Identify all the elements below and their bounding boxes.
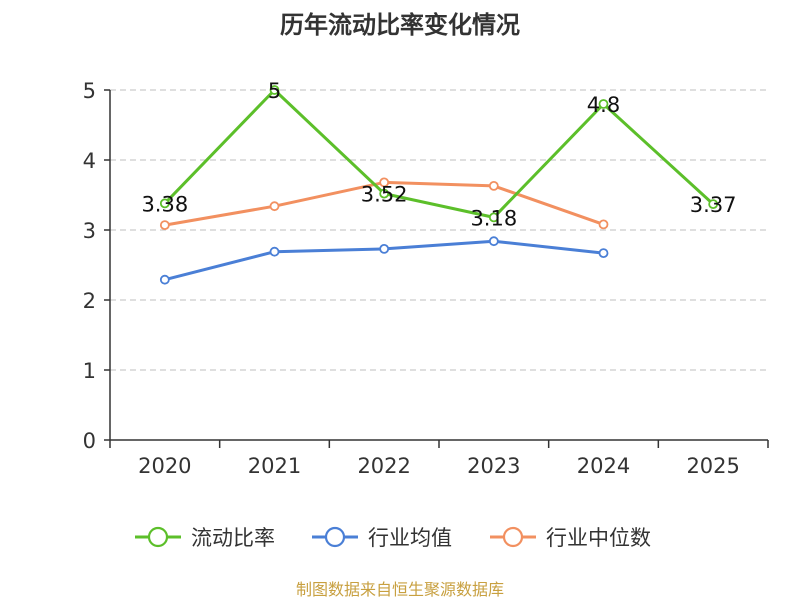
y-tick-label: 2 bbox=[83, 289, 96, 313]
data-label: 3.38 bbox=[141, 192, 188, 216]
legend-marker bbox=[324, 526, 346, 548]
data-labels: 3.38 5 3.52 3.18 4.8 3.37 bbox=[141, 79, 736, 230]
series-group bbox=[159, 85, 719, 285]
x-tick-label: 2023 bbox=[467, 454, 520, 478]
legend-item-2[interactable]: 行业中位数 bbox=[490, 526, 651, 550]
x-tick-label: 2025 bbox=[686, 454, 739, 478]
source-note: 制图数据来自恒生聚源数据库 bbox=[296, 580, 504, 599]
legend-item-0[interactable]: 流动比率 bbox=[135, 526, 275, 550]
x-tick-label: 2021 bbox=[248, 454, 301, 478]
data-label: 3.37 bbox=[690, 193, 737, 217]
data-point[interactable] bbox=[379, 243, 390, 254]
y-tick-label: 3 bbox=[83, 219, 96, 243]
chart-title: 历年流动比率变化情况 bbox=[280, 11, 520, 39]
legend-label: 流动比率 bbox=[191, 526, 275, 550]
grid-lines bbox=[110, 89, 768, 371]
data-point[interactable] bbox=[159, 198, 170, 209]
data-point[interactable] bbox=[598, 248, 609, 259]
data-point[interactable] bbox=[379, 188, 390, 199]
data-label: 3.52 bbox=[361, 183, 408, 207]
x-tick-label: 2020 bbox=[138, 454, 191, 478]
data-point[interactable] bbox=[269, 201, 280, 212]
data-label: 3.18 bbox=[470, 206, 517, 230]
legend-label: 行业中位数 bbox=[546, 526, 651, 550]
series-line-0 bbox=[163, 88, 715, 219]
data-point[interactable] bbox=[379, 177, 390, 188]
legend-marker bbox=[502, 526, 524, 548]
data-point[interactable] bbox=[708, 199, 719, 210]
data-point[interactable] bbox=[269, 246, 280, 257]
legend[interactable]: 流动比率 行业均值 行业中位数 bbox=[135, 526, 651, 550]
y-tick-label: 4 bbox=[83, 149, 96, 173]
data-point[interactable] bbox=[488, 236, 499, 247]
x-tick-label: 2022 bbox=[357, 454, 410, 478]
data-point[interactable] bbox=[488, 212, 499, 223]
data-point[interactable] bbox=[488, 180, 499, 191]
y-tick-label: 0 bbox=[83, 429, 96, 453]
data-point[interactable] bbox=[269, 85, 280, 95]
y-tick-label: 5 bbox=[83, 79, 96, 103]
data-point[interactable] bbox=[598, 219, 609, 230]
data-label: 4.8 bbox=[587, 93, 620, 117]
y-tick-label: 1 bbox=[83, 359, 96, 383]
x-tick-label: 2024 bbox=[577, 454, 630, 478]
legend-marker bbox=[147, 526, 169, 548]
data-point[interactable] bbox=[159, 220, 170, 231]
data-label: 5 bbox=[268, 79, 281, 103]
data-point[interactable] bbox=[159, 274, 170, 285]
data-point[interactable] bbox=[598, 99, 609, 109]
legend-label: 行业均值 bbox=[368, 526, 452, 550]
axes: 0 1 2 3 4 5 2020 2021 2022 2023 2024 2025 bbox=[83, 79, 769, 478]
legend-item-1[interactable]: 行业均值 bbox=[312, 526, 452, 550]
